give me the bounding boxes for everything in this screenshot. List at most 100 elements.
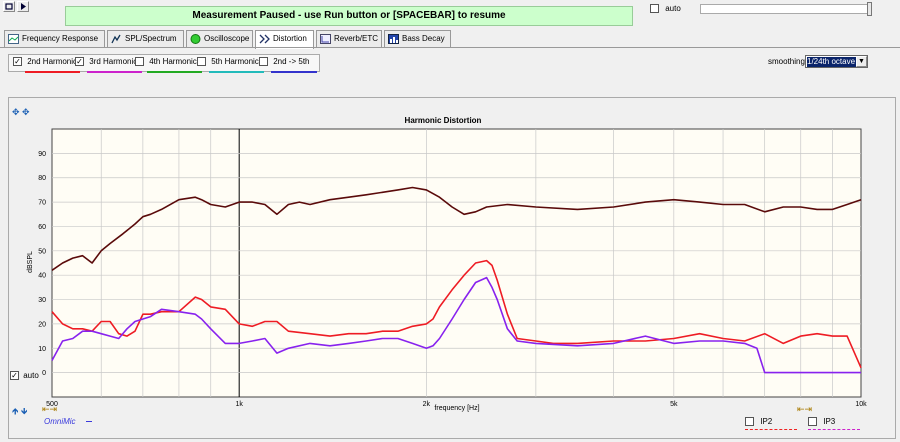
tab-oscilloscope[interactable]: Oscilloscope bbox=[186, 30, 253, 47]
harmonic-3rd-swatch bbox=[87, 71, 142, 73]
harmonic-2-5-label: 2nd -> 5th bbox=[273, 57, 310, 66]
y-scale-arrows-icon[interactable]: 🡹 🡻 bbox=[12, 406, 28, 416]
reverb-icon bbox=[320, 33, 331, 44]
status-banner: Measurement Paused - use Run button or [… bbox=[65, 6, 633, 26]
slider-thumb[interactable] bbox=[867, 2, 872, 16]
frequency-response-icon bbox=[8, 33, 19, 44]
x-tick-labels: 500 1k 2k 5k 10k bbox=[46, 401, 867, 408]
y-tick-label: 90 bbox=[38, 151, 46, 158]
ip3-check[interactable] bbox=[808, 417, 817, 427]
harmonic-2nd-swatch bbox=[25, 71, 80, 73]
y-tick-label: 20 bbox=[38, 321, 46, 328]
ip3-label: IP3 bbox=[823, 417, 836, 426]
harmonic-3rd-checkbox[interactable]: ✓ 3rd Harmonic bbox=[75, 57, 142, 75]
top-auto-check[interactable] bbox=[650, 4, 659, 14]
tab-distortion[interactable]: Distortion bbox=[255, 30, 314, 49]
distortion-icon bbox=[259, 34, 270, 44]
y-tick-label: 70 bbox=[38, 200, 46, 207]
y-tick-label: 0 bbox=[42, 370, 46, 377]
harmonic-4th-check[interactable] bbox=[135, 57, 144, 67]
x-tick-label: 5k bbox=[670, 401, 678, 408]
tab-label: Frequency Response bbox=[22, 34, 99, 43]
play-icon bbox=[21, 3, 26, 10]
mic-swatch bbox=[85, 421, 92, 423]
x-pan-left-icon[interactable]: ⇤⇥ bbox=[42, 404, 58, 414]
harmonic-4th-label: 4th Harmonic bbox=[149, 57, 197, 66]
ip2-check[interactable] bbox=[745, 417, 754, 427]
y-auto-checkbox[interactable]: ✓ auto bbox=[10, 371, 39, 381]
top-auto-checkbox[interactable]: auto bbox=[650, 4, 681, 14]
y-tick-label: 30 bbox=[38, 297, 46, 304]
harmonic-2nd-checkbox[interactable]: ✓ 2nd Harmonic bbox=[13, 57, 80, 75]
ip2-checkbox[interactable]: IP2 bbox=[745, 417, 797, 430]
ip2-label: IP2 bbox=[760, 417, 773, 426]
y-axis-label: dBSPL bbox=[27, 251, 34, 273]
harmonic-3rd-label: 3rd Harmonic bbox=[89, 57, 138, 66]
x-tick-label: 10k bbox=[855, 401, 867, 408]
grid bbox=[52, 129, 861, 397]
y-tick-label: 10 bbox=[38, 346, 46, 353]
y-auto-check[interactable]: ✓ bbox=[10, 371, 19, 381]
harmonic-5th-swatch bbox=[209, 71, 264, 73]
series-lines bbox=[51, 186, 862, 374]
ip3-swatch bbox=[808, 429, 860, 430]
tab-label: SPL/Spectrum bbox=[125, 34, 177, 43]
harmonic-2nd-label: 2nd Harmonic bbox=[27, 57, 78, 66]
tab-label: Bass Decay bbox=[402, 34, 445, 43]
x-pan-right-icon[interactable]: ⇤⇥ bbox=[797, 404, 813, 414]
harmonic-2-5-check[interactable] bbox=[259, 57, 268, 67]
level-slider[interactable] bbox=[700, 2, 872, 16]
tab-label: Reverb/ETC bbox=[334, 34, 379, 43]
run-button[interactable] bbox=[17, 1, 29, 12]
x-axis-label: frequency [Hz] bbox=[434, 405, 479, 412]
tab-frequency-response[interactable]: Frequency Response bbox=[4, 30, 105, 47]
ip2-swatch bbox=[745, 429, 797, 430]
smoothing-control: smoothing bbox=[768, 57, 805, 66]
2nd-harmonic-line bbox=[51, 259, 862, 369]
harmonic-3rd-check[interactable]: ✓ bbox=[75, 57, 84, 67]
y-tick-label: 60 bbox=[38, 224, 46, 231]
harmonic-2-5-checkbox[interactable]: 2nd -> 5th bbox=[259, 57, 317, 75]
stop-icon bbox=[5, 3, 13, 10]
chevron-down-icon[interactable]: ▼ bbox=[856, 56, 867, 67]
x-tick-label: 500 bbox=[46, 401, 58, 408]
tab-divider bbox=[0, 47, 900, 48]
harmonic-2-5-swatch bbox=[271, 71, 317, 73]
top-auto-label: auto bbox=[665, 4, 681, 13]
oscilloscope-icon bbox=[190, 33, 201, 44]
x-tick-label: 2k bbox=[423, 401, 431, 408]
tab-label: Oscilloscope bbox=[204, 34, 250, 43]
smoothing-label: smoothing bbox=[768, 57, 805, 66]
smoothing-select[interactable]: 1/24th octave ▼ bbox=[805, 55, 868, 68]
tab-bass-decay[interactable]: Bass Decay bbox=[384, 30, 451, 47]
smoothing-value: 1/24th octave bbox=[807, 57, 857, 67]
harmonic-4th-checkbox[interactable]: 4th Harmonic bbox=[135, 57, 202, 75]
ip3-checkbox[interactable]: IP3 bbox=[808, 417, 860, 430]
mic-name: OmniMic bbox=[44, 417, 76, 426]
fundamental-line bbox=[51, 186, 862, 271]
harmonic-5th-label: 5th Harmonic bbox=[211, 57, 259, 66]
spl-spectrum-icon bbox=[111, 34, 121, 44]
distortion-chart: Harmonic Distortion 0102030405060708090 … bbox=[27, 116, 867, 412]
mic-legend: OmniMic bbox=[44, 417, 92, 426]
bass-decay-icon bbox=[388, 33, 399, 44]
y-auto-label: auto bbox=[23, 371, 39, 380]
harmonic-4th-swatch bbox=[147, 71, 202, 73]
plot-area bbox=[51, 128, 862, 398]
harmonic-2nd-check[interactable]: ✓ bbox=[13, 57, 22, 67]
stop-button[interactable] bbox=[3, 1, 15, 12]
tab-label: Distortion bbox=[273, 34, 307, 43]
chart-title: Harmonic Distortion bbox=[405, 116, 482, 125]
status-message: Measurement Paused - use Run button or [… bbox=[192, 10, 506, 21]
y-tick-label: 40 bbox=[38, 273, 46, 280]
tab-spl-spectrum[interactable]: SPL/Spectrum bbox=[107, 30, 184, 47]
harmonic-selector: ✓ 2nd Harmonic ✓ 3rd Harmonic 4th Harmon… bbox=[8, 54, 320, 75]
harmonic-5th-checkbox[interactable]: 5th Harmonic bbox=[197, 57, 264, 75]
y-tick-label: 80 bbox=[38, 175, 46, 182]
harmonic-5th-check[interactable] bbox=[197, 57, 206, 67]
y-tick-labels: 0 10 20 30 40 50 60 70 80 90 bbox=[38, 151, 46, 377]
zoom-arrows-icon[interactable]: ✥ ✥ bbox=[12, 107, 30, 117]
x-tick-label: 1k bbox=[235, 401, 243, 408]
y-tick-label: 50 bbox=[38, 248, 46, 255]
tab-reverb-etc[interactable]: Reverb/ETC bbox=[316, 30, 382, 47]
